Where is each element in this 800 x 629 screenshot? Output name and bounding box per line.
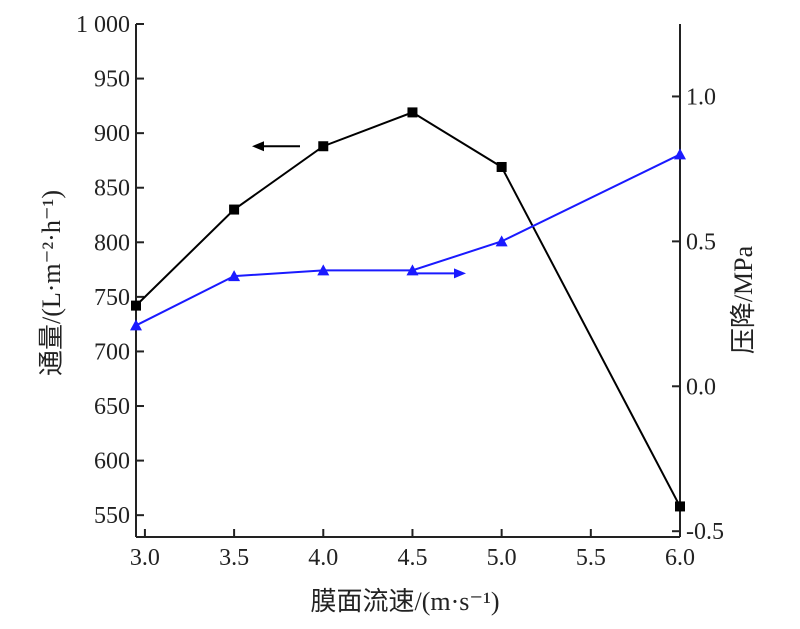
left-y-axis-ticks: 550 600 650 700 750 800 850 900 950 1 000 [76,12,144,529]
axis-indicator-arrows [252,141,466,279]
data-point-square [229,204,240,215]
x-tick-label: 5.5 [576,545,606,571]
right-y-tick-label: 0.5 [686,229,716,255]
data-point-square [318,141,329,152]
left-y-tick-label: 700 [94,339,130,365]
series-layer [130,107,686,512]
data-point-square [675,501,685,512]
left-y-tick-label: 1 000 [76,12,130,38]
right-y-tick-label: -0.5 [686,519,724,545]
plot-frame [135,24,681,538]
left-y-axis-label: 通量/(L·m⁻²·h⁻¹) [37,190,66,376]
data-point-square [407,107,418,118]
data-point-triangle [130,319,142,331]
left-y-tick-label: 900 [94,121,130,147]
data-point-triangle [674,148,686,160]
x-tick-label: 3.0 [130,545,160,571]
series-line-right [135,153,681,327]
data-point-triangle [228,270,241,282]
right-y-axis-ticks: -0.5 0.0 0.5 1.0 [672,84,724,545]
data-point-triangle [495,235,508,247]
x-tick-label: 5.0 [487,545,517,571]
series-line-left [135,111,681,507]
data-point-square [131,300,141,311]
x-tick-label: 4.0 [308,545,338,571]
x-axis-label: 膜面流速/(m·s⁻¹) [310,587,499,616]
left-y-tick-label: 800 [94,230,130,256]
x-axis-ticks: 3.0 3.5 4.0 4.5 5.0 5.5 6.0 [130,529,695,571]
right-y-axis-label: 压降/MPa [729,245,758,354]
left-y-tick-label: 550 [94,503,130,529]
left-y-tick-label: 600 [94,449,130,475]
right-y-tick-label: 0.0 [686,374,716,400]
left-y-tick-label: 950 [94,67,130,93]
data-point-triangle [317,264,330,276]
left-y-tick-label: 850 [94,176,130,202]
left-y-tick-label: 750 [94,285,130,311]
left-arrow-icon [252,141,264,152]
x-tick-label: 4.5 [397,545,427,571]
right-y-tick-label: 1.0 [686,84,716,110]
right-arrow-icon [454,268,466,279]
x-tick-label: 3.5 [219,545,249,571]
x-tick-label: 6.0 [665,545,695,571]
left-y-tick-label: 650 [94,394,130,420]
data-point-square [496,161,507,172]
